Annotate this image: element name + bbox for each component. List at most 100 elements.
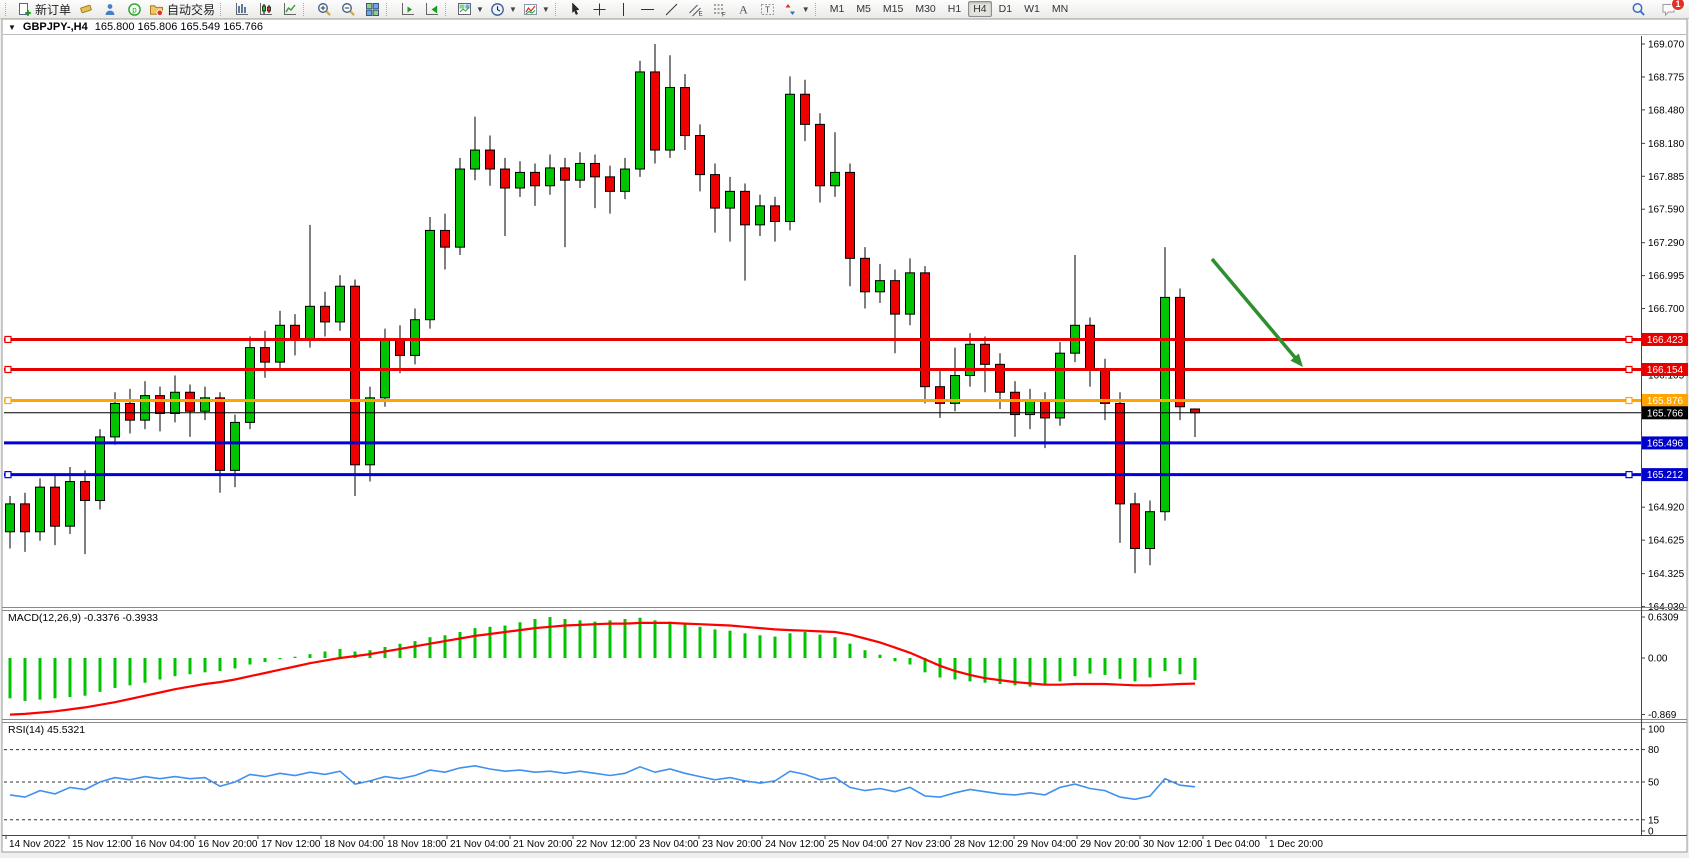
new-order-button[interactable]: 新订单 (14, 0, 74, 19)
autotrade-button[interactable]: 自动交易 (146, 0, 218, 19)
horizontal-line-button[interactable] (636, 0, 660, 19)
rsi-tick-label: 100 (1648, 725, 1665, 736)
timeframe-M30-button[interactable]: M30 (915, 3, 936, 15)
line-anchor[interactable] (1625, 335, 1633, 344)
candle-up (410, 319, 420, 356)
chart-collapse-icon[interactable]: ▼ (8, 22, 16, 32)
chevron-down-icon[interactable]: ▼ (508, 4, 517, 14)
chart-titlebar[interactable]: ▼ GBPJPY-,H4 165.800 165.806 165.549 165… (3, 20, 1686, 35)
indicators-button[interactable]: ▼ (520, 0, 553, 19)
macd-histogram-bar (188, 658, 192, 675)
search-icon (1631, 2, 1646, 17)
timeframe-M15-button[interactable]: M15 (882, 3, 904, 15)
macd-histogram-bar (1043, 658, 1047, 686)
chart-window-frame (1, 18, 1688, 853)
chevron-down-icon[interactable]: ▼ (801, 4, 810, 14)
candle-up (95, 436, 105, 502)
line-anchor[interactable] (1625, 471, 1633, 479)
notifications-button[interactable]: 1 (1656, 0, 1685, 19)
candle-up (170, 391, 180, 414)
user-icon (103, 2, 118, 17)
ax-left-icon (424, 2, 439, 17)
zoom-out-button[interactable] (336, 0, 360, 19)
line-anchor[interactable] (1625, 365, 1633, 374)
trend-arrow[interactable] (1210, 257, 1301, 364)
text-button[interactable]: A (732, 0, 756, 19)
candle-down (320, 305, 330, 323)
time-tick-label: 25 Nov 04:00 (828, 839, 888, 850)
macd-histogram-bar (143, 658, 147, 683)
zoom-out-icon (341, 2, 356, 17)
candle-down (815, 123, 825, 187)
candle-down (1040, 399, 1050, 419)
timeframe-H1-button[interactable]: H1 (947, 3, 962, 15)
svg-text:F: F (722, 12, 726, 17)
candle-up (545, 167, 555, 187)
macd-histogram-bar (278, 658, 282, 660)
trendline-button[interactable] (660, 0, 684, 19)
toolbar-grip (386, 2, 391, 16)
arrows-button[interactable]: ▼ (780, 0, 813, 19)
time-tick-label: 21 Nov 20:00 (513, 839, 573, 850)
chart-shift-button[interactable] (395, 0, 419, 19)
line-anchor[interactable] (4, 471, 12, 479)
labelT-icon: T (760, 2, 775, 17)
timeframe-W1-button[interactable]: W1 (1024, 3, 1040, 15)
line-anchor[interactable] (4, 335, 12, 344)
rsi-line (9, 764, 1196, 801)
cursor-button[interactable] (564, 0, 588, 19)
price-badge-label: 165.876 (1647, 396, 1684, 407)
timeframe-MN-button[interactable]: MN (1051, 3, 1069, 15)
bar-chart-button[interactable] (229, 0, 253, 19)
auto-scroll-button[interactable] (419, 0, 443, 19)
fibonacci-button[interactable]: F (708, 0, 732, 19)
macd-histogram-bar (503, 625, 507, 659)
crosshair-button[interactable] (588, 0, 612, 19)
search-button[interactable] (1626, 0, 1650, 19)
chevron-down-icon[interactable]: ▼ (541, 4, 550, 14)
period-selector-button[interactable]: ▼ (487, 0, 520, 19)
templates-button[interactable]: ▼ (454, 0, 487, 19)
line-anchor[interactable] (1625, 396, 1633, 405)
toolbar-grip (303, 2, 308, 16)
candlestick-chart-button[interactable] (253, 0, 277, 19)
time-tick-label: 23 Nov 20:00 (702, 839, 762, 850)
timeframe-H4-button[interactable]: H4 (968, 1, 992, 17)
macd-histogram-bar (923, 658, 927, 673)
trend-arrow-head (1290, 353, 1303, 367)
rsi-tick-label: 80 (1648, 745, 1660, 756)
text-label-button[interactable]: T (756, 0, 780, 19)
macd-histogram-bar (83, 658, 87, 696)
tile-windows-button[interactable] (360, 0, 384, 19)
y-tick-label: 166.700 (1648, 304, 1685, 315)
equidistant-channel-button[interactable]: E (684, 0, 708, 19)
accounts-button[interactable] (98, 0, 122, 19)
candle-up (1160, 296, 1170, 513)
chevron-down-icon[interactable]: ▼ (476, 4, 484, 14)
signals-button[interactable]: p (122, 0, 146, 19)
eraser-button[interactable] (74, 0, 98, 19)
candle-down (1115, 402, 1125, 505)
timeframe-D1-button[interactable]: D1 (998, 3, 1013, 15)
svg-text:p: p (132, 5, 137, 14)
candle-down (650, 71, 660, 151)
price-badge-label: 165.212 (1647, 470, 1684, 481)
candle-up (245, 347, 255, 423)
timeframe-M5-button[interactable]: M5 (856, 3, 871, 15)
macd-histogram-bar (323, 651, 327, 659)
macd-histogram-bar (263, 658, 267, 662)
price-badge-label: 165.766 (1647, 408, 1684, 419)
line-anchor[interactable] (4, 396, 12, 405)
timeframe-M1-button[interactable]: M1 (829, 3, 845, 15)
time-tick-label: 18 Nov 18:00 (387, 839, 447, 850)
vertical-line-button[interactable] (612, 0, 636, 19)
line-anchor[interactable] (4, 365, 12, 374)
line-chart-button[interactable] (277, 0, 301, 19)
candle-up (335, 285, 345, 323)
macd-histogram-bar (248, 658, 252, 665)
time-tick-label: 22 Nov 12:00 (576, 839, 636, 850)
zoom-in-button[interactable] (312, 0, 336, 19)
y-tick-label: 164.325 (1648, 569, 1685, 580)
template-icon (457, 2, 472, 17)
